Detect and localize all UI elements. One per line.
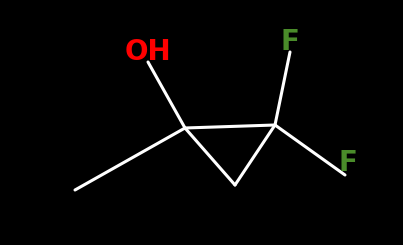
Text: F: F xyxy=(339,149,357,177)
Text: OH: OH xyxy=(125,38,171,66)
Text: F: F xyxy=(280,28,299,56)
